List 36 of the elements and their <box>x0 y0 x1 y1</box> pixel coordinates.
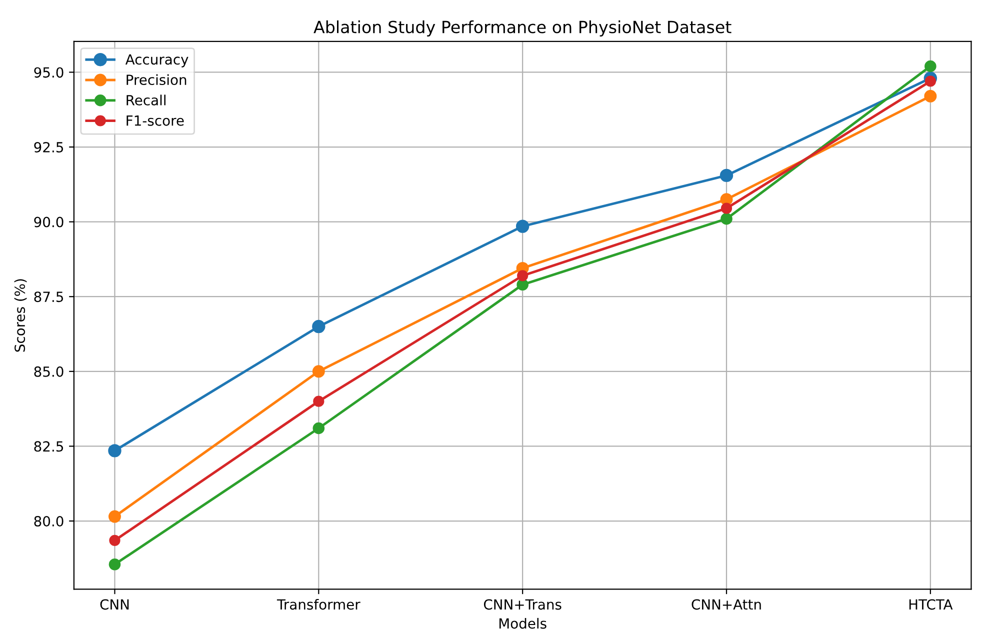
y-tick-label: 95.0 <box>34 67 64 78</box>
legend-label: F1-score <box>126 115 184 126</box>
point <box>312 422 325 434</box>
point <box>517 270 528 282</box>
point <box>924 76 936 87</box>
legend-label: Precision <box>126 74 186 86</box>
y-axis-title: Scores (%) <box>14 279 27 352</box>
point <box>108 444 122 458</box>
x-tick-label: HTCTA <box>909 599 953 610</box>
y-tick-label: 92.5 <box>34 142 64 152</box>
chart-title: Ablation Study Performance on PhysioNet Dataset <box>314 20 732 37</box>
y-tick-label: 90.0 <box>34 216 64 228</box>
point <box>312 365 325 378</box>
point <box>516 278 528 291</box>
point <box>924 60 936 72</box>
legend-label: Recall <box>126 94 166 106</box>
point <box>924 90 937 102</box>
y-tick-label: 87.5 <box>34 292 64 302</box>
point <box>108 558 121 570</box>
point <box>313 396 324 407</box>
point <box>516 220 530 233</box>
x-tick-label: CNN+Attn <box>692 599 761 610</box>
y-tick-label: 85.0 <box>34 366 64 377</box>
point <box>720 168 734 182</box>
point <box>108 510 121 523</box>
legend-label: Accuracy <box>125 54 188 68</box>
x-tick-label: CNN+Trans <box>484 599 562 610</box>
point <box>312 320 326 334</box>
x-axis-title: Models <box>499 618 546 629</box>
point <box>109 534 120 546</box>
y-tick-label: 80.0 <box>34 516 64 526</box>
x-tick-label: CNN <box>100 599 129 610</box>
point <box>720 202 732 214</box>
point <box>720 212 732 225</box>
y-tick-label: 82.5 <box>34 441 64 452</box>
x-tick-label: Transformer <box>276 598 360 610</box>
